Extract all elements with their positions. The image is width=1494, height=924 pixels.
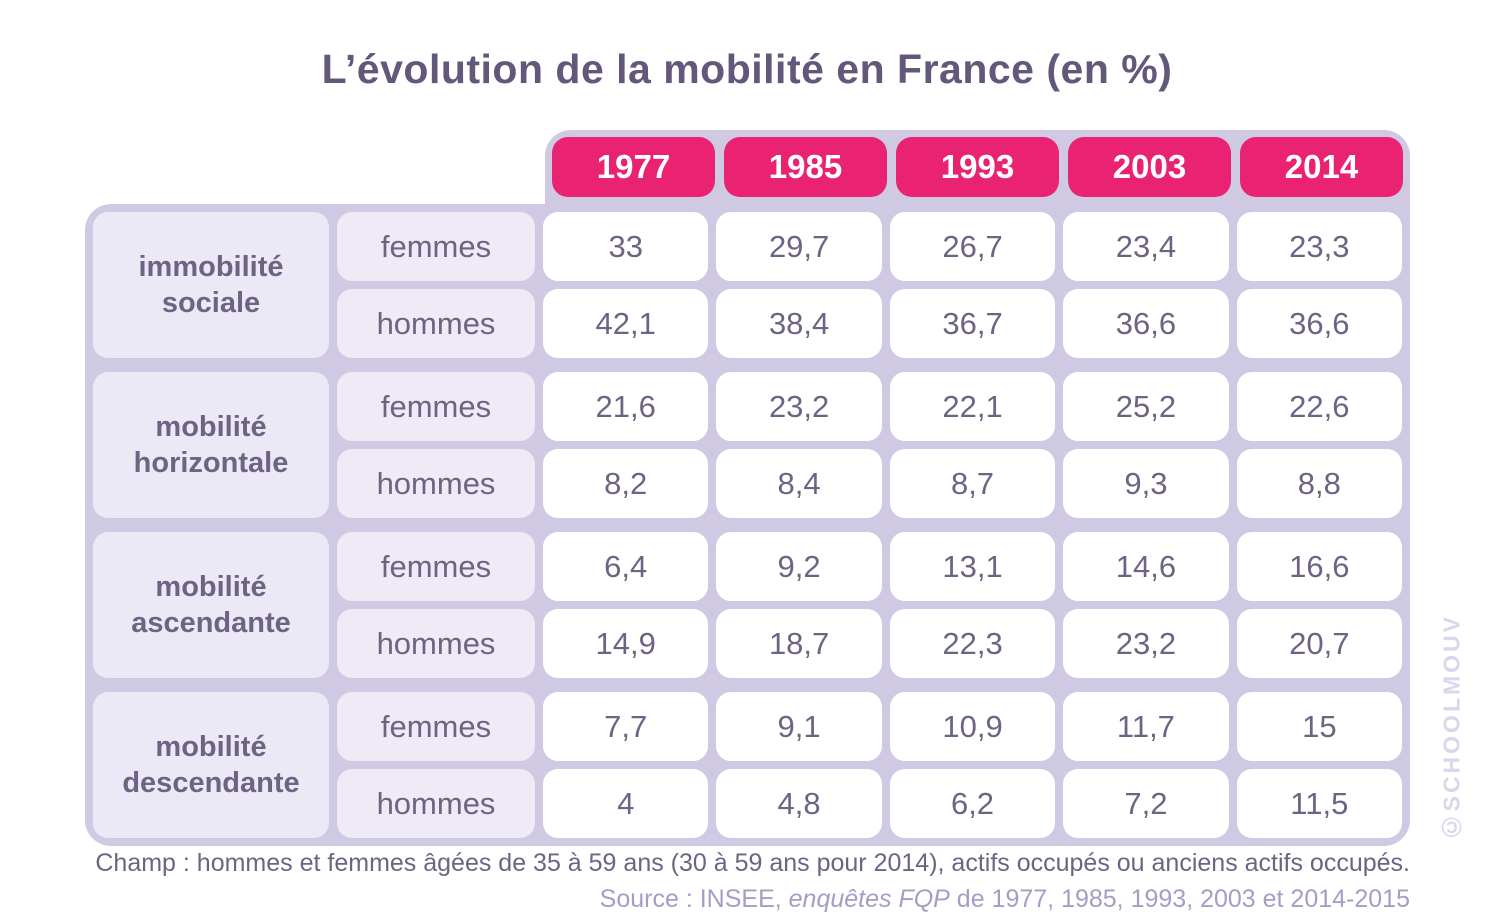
value-cell: 23,3 <box>1236 212 1403 281</box>
value-cell: 23,4 <box>1063 212 1229 281</box>
value-cell: 38,4 <box>716 289 882 358</box>
value-cell: 26,7 <box>889 212 1056 281</box>
table-row: femmes 6,4 9,2 13,1 14,6 16,6 <box>337 532 1403 601</box>
footnotes: Champ : hommes et femmes âgées de 35 à 5… <box>85 849 1410 914</box>
category-cell: mobilité horizontale <box>93 372 329 518</box>
value-cell: 6,2 <box>889 769 1056 838</box>
value-cell: 7,7 <box>543 692 709 761</box>
value-cell: 4,8 <box>716 769 882 838</box>
value-cell: 14,9 <box>543 609 709 678</box>
group-rows: femmes 33 29,7 26,7 23,4 23,3 hommes 42,1 38,4 36… <box>337 212 1403 358</box>
group-rows: femmes 6,4 9,2 13,1 14,6 16,6 hommes 14,9 18,7 22… <box>337 532 1403 678</box>
gender-cell: hommes <box>337 609 535 678</box>
value-cell: 29,7 <box>716 212 882 281</box>
value-cell: 9,1 <box>716 692 882 761</box>
gender-cell: hommes <box>337 289 535 358</box>
schoolmouv-watermark: © SCHOOLMOUV <box>1436 614 1468 842</box>
watermark-label: SCHOOLMOUV <box>1438 613 1465 811</box>
table-row: femmes 7,7 9,1 10,9 11,7 15 <box>337 692 1403 761</box>
category-cell: immobilité sociale <box>93 212 329 358</box>
category-group: immobilité sociale femmes 33 29,7 26,7 23,4 23… <box>93 212 1403 358</box>
value-cell: 7,2 <box>1063 769 1229 838</box>
category-group: mobilité horizontale femmes 21,6 23,2 22,1 25… <box>93 372 1403 518</box>
value-cell: 8,2 <box>543 449 709 518</box>
table-row: hommes 42,1 38,4 36,7 36,6 36,6 <box>337 289 1403 358</box>
source-prefix: Source : INSEE, <box>599 885 789 913</box>
category-group: mobilité ascendante femmes 6,4 9,2 13,1 14,6 1… <box>93 532 1403 678</box>
table-row: femmes 21,6 23,2 22,1 25,2 22,6 <box>337 372 1403 441</box>
value-cell: 42,1 <box>543 289 709 358</box>
year-header-cell: 2014 <box>1240 137 1403 197</box>
value-cell: 23,2 <box>1063 609 1229 678</box>
gender-cell: femmes <box>337 532 535 601</box>
group-rows: femmes 7,7 9,1 10,9 11,7 15 hommes 4 4,8 6,2 7,2 11… <box>337 692 1403 838</box>
value-cell: 14,6 <box>1063 532 1229 601</box>
value-cell: 23,2 <box>716 372 882 441</box>
gender-cell: hommes <box>337 769 535 838</box>
source-note: Source : INSEE, enquêtes FQP de 1977, 19… <box>85 885 1410 914</box>
value-cell: 22,6 <box>1236 372 1403 441</box>
value-cell: 20,7 <box>1236 609 1403 678</box>
value-cell: 4 <box>543 769 709 838</box>
copyright-icon: © <box>1436 811 1467 842</box>
value-cell: 8,7 <box>889 449 1056 518</box>
value-cell: 8,8 <box>1236 449 1403 518</box>
value-cell: 22,1 <box>889 372 1056 441</box>
value-cell: 18,7 <box>716 609 882 678</box>
value-cell: 36,6 <box>1063 289 1229 358</box>
champ-note: Champ : hommes et femmes âgées de 35 à 5… <box>95 849 1410 877</box>
value-cell: 13,1 <box>889 532 1056 601</box>
gender-cell: femmes <box>337 212 535 281</box>
table-row: femmes 33 29,7 26,7 23,4 23,3 <box>337 212 1403 281</box>
value-cell: 16,6 <box>1236 532 1403 601</box>
table-row: hommes 8,2 8,4 8,7 9,3 8,8 <box>337 449 1403 518</box>
gender-cell: hommes <box>337 449 535 518</box>
value-cell: 22,3 <box>889 609 1056 678</box>
source-survey-name: enquêtes FQP <box>788 885 950 913</box>
value-cell: 33 <box>543 212 709 281</box>
category-cell: mobilité ascendante <box>93 532 329 678</box>
table-body: immobilité sociale femmes 33 29,7 26,7 23,4 23… <box>85 204 1410 846</box>
value-cell: 21,6 <box>543 372 709 441</box>
value-cell: 11,7 <box>1063 692 1229 761</box>
value-cell: 9,2 <box>716 532 882 601</box>
year-header-cell: 1977 <box>552 137 715 197</box>
mobility-table: 1977 1985 1993 2003 2014 immobilité sociale f… <box>85 130 1410 846</box>
year-header-row: 1977 1985 1993 2003 2014 <box>545 130 1410 204</box>
table-row: hommes 14,9 18,7 22,3 23,2 20,7 <box>337 609 1403 678</box>
value-cell: 36,7 <box>889 289 1056 358</box>
year-header-cell: 2003 <box>1068 137 1231 197</box>
table-row: hommes 4 4,8 6,2 7,2 11,5 <box>337 769 1403 838</box>
year-header-cell: 1985 <box>724 137 887 197</box>
source-suffix: de 1977, 1985, 1993, 2003 et 2014-2015 <box>949 885 1410 913</box>
value-cell: 8,4 <box>716 449 882 518</box>
value-cell: 9,3 <box>1063 449 1229 518</box>
value-cell: 6,4 <box>543 532 709 601</box>
value-cell: 15 <box>1236 692 1403 761</box>
page-title: L’évolution de la mobilité en France (en… <box>321 46 1173 92</box>
gender-cell: femmes <box>337 692 535 761</box>
year-header-cell: 1993 <box>896 137 1059 197</box>
value-cell: 11,5 <box>1236 769 1403 838</box>
value-cell: 10,9 <box>889 692 1056 761</box>
category-group: mobilité descendante femmes 7,7 9,1 10,9 11,7… <box>93 692 1403 838</box>
gender-cell: femmes <box>337 372 535 441</box>
category-cell: mobilité descendante <box>93 692 329 838</box>
value-cell: 25,2 <box>1063 372 1229 441</box>
value-cell: 36,6 <box>1236 289 1403 358</box>
group-rows: femmes 21,6 23,2 22,1 25,2 22,6 hommes 8,2 8,4 8,… <box>337 372 1403 518</box>
